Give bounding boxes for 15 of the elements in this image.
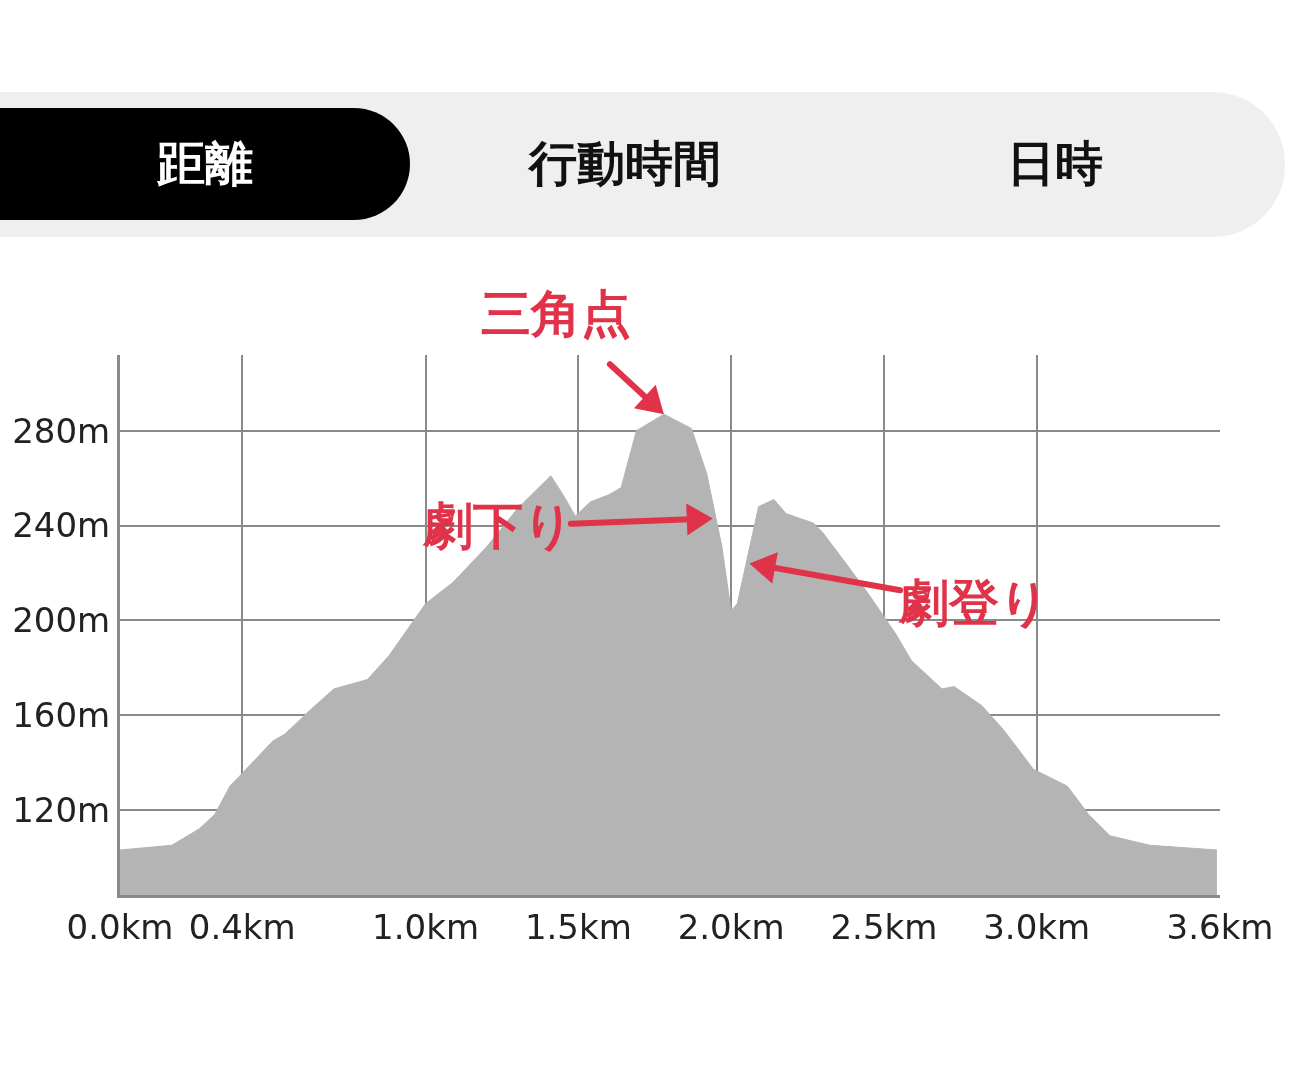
- x-tick-label: 1.5km: [524, 906, 632, 947]
- y-tick-label: 160m: [12, 694, 111, 735]
- annotation: 三角点: [481, 285, 631, 343]
- x-tick-label: 3.6km: [1166, 906, 1274, 947]
- x-tick-label: 2.5km: [830, 906, 938, 947]
- y-tick-label: 200m: [12, 600, 111, 641]
- x-tick-label: 0.4km: [188, 906, 296, 947]
- y-tick-label: 120m: [12, 789, 111, 830]
- x-tick-label: 1.0km: [372, 906, 480, 947]
- tab-switcher: 距離 行動時間 日時: [0, 92, 1285, 237]
- y-tick-label: 240m: [12, 505, 111, 546]
- x-tick-label: 2.0km: [677, 906, 785, 947]
- x-tick-label: 0.0km: [66, 906, 174, 947]
- y-tick-label: 280m: [12, 410, 111, 451]
- x-tick-label: 3.0km: [983, 906, 1091, 947]
